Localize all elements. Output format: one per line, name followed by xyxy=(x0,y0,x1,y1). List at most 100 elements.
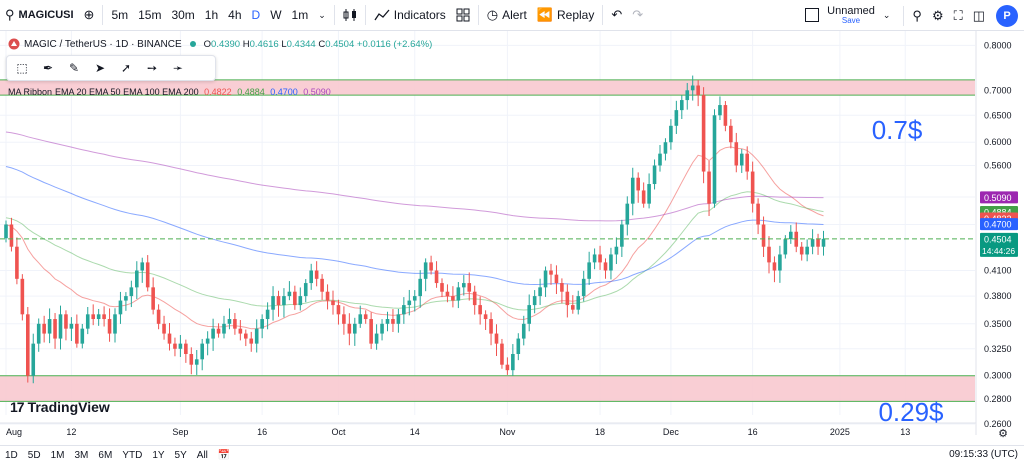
time-axis-tick-label: 18 xyxy=(595,427,605,437)
zone-rect xyxy=(0,375,975,402)
candle-body xyxy=(816,239,820,247)
compare-symbol-button[interactable]: ⊕ xyxy=(79,0,100,31)
candle-body xyxy=(9,224,14,247)
candle-body xyxy=(472,291,477,306)
brush-icon[interactable]: ✒ xyxy=(42,61,54,75)
candle-body xyxy=(167,333,172,344)
candle-body xyxy=(233,319,237,329)
clock-time[interactable]: 09:15:33 (UTC) xyxy=(949,449,1018,460)
candle-body xyxy=(641,190,646,204)
time-axis[interactable]: Aug 12 Sep 16 Oct 14 Nov 18 Dec 16 2025 13 xyxy=(0,422,976,437)
ema100-value: 0.4700 xyxy=(270,87,298,97)
candle-body xyxy=(783,239,788,255)
ema-line-100 xyxy=(5,166,824,286)
fullscreen-icon: ⛶ xyxy=(953,7,963,23)
camera-icon: ◫ xyxy=(972,7,985,23)
save-layout-button[interactable]: Unnamed Save ⌄ xyxy=(795,5,900,26)
ray-icon[interactable]: ➙ xyxy=(146,61,158,75)
price-axis-tick-label: 0.2800 xyxy=(984,394,1012,404)
chart-area[interactable]: 0.80000.70000.65000.60000.56000.51000.47… xyxy=(0,31,1024,445)
candle-body xyxy=(91,314,95,320)
interval-1h[interactable]: 1h xyxy=(204,8,219,22)
range-3m[interactable]: 3M xyxy=(74,450,89,461)
range-ytd[interactable]: YTD xyxy=(122,450,143,461)
range-5d[interactable]: 5D xyxy=(27,450,41,461)
layouts-button[interactable] xyxy=(451,0,475,31)
price-axis-tick-label: 0.3800 xyxy=(984,291,1012,301)
candle-body xyxy=(26,314,30,376)
candle-body xyxy=(184,343,188,355)
time-axis-tick-label: 13 xyxy=(900,427,910,437)
candle-body xyxy=(293,291,297,306)
range-1y[interactable]: 1Y xyxy=(152,450,165,461)
redo-button[interactable]: ↷ xyxy=(627,0,648,31)
annotation-bottom: 0.29$ xyxy=(878,397,944,427)
candle-body xyxy=(723,105,728,126)
interval-d[interactable]: D xyxy=(251,8,261,22)
snapshot-button[interactable]: ◫ xyxy=(968,0,990,31)
candle-body xyxy=(576,296,581,310)
interval-w[interactable]: W xyxy=(270,8,282,22)
candle-body xyxy=(135,270,139,288)
indicators-button[interactable]: Indicators xyxy=(369,0,451,31)
fullscreen-button[interactable]: ⛶ xyxy=(949,0,968,31)
interval-15m[interactable]: 15m xyxy=(138,8,162,22)
symbol-title[interactable]: MAGIC / TetherUS · 1D · BINANCE xyxy=(24,38,182,50)
alarm-clock-icon: ◷ xyxy=(486,7,499,22)
ribbon-params: EMA 20 EMA 50 EMA 100 EMA 200 xyxy=(55,87,199,97)
replay-button[interactable]: ⏪ Replay xyxy=(532,0,600,31)
candle-body xyxy=(587,262,591,279)
select-rectangle-icon[interactable]: ⬚ xyxy=(16,61,28,75)
trend-line-icon[interactable]: ➚ xyxy=(120,61,132,75)
cursor-icon[interactable]: ➤ xyxy=(94,61,106,75)
settings-button[interactable]: ⚙ xyxy=(927,0,949,31)
range-5y[interactable]: 5Y xyxy=(174,450,187,461)
candle-body xyxy=(222,323,226,334)
interval-30m[interactable]: 30m xyxy=(171,8,195,22)
interval-5m[interactable]: 5m xyxy=(111,8,129,22)
quick-search-button[interactable]: ⚲ xyxy=(907,0,927,31)
high-label: H xyxy=(242,38,250,50)
highlighter-icon[interactable]: ✎ xyxy=(68,61,80,75)
ema50-value: 0.4884 xyxy=(237,87,265,97)
ema-line-200 xyxy=(5,131,824,222)
candle-body xyxy=(663,142,668,154)
range-6m[interactable]: 6M xyxy=(98,450,113,461)
annotation-top: 0.7$ xyxy=(872,115,923,145)
avatar[interactable]: P xyxy=(996,4,1018,27)
indicators-label: Indicators xyxy=(393,8,446,22)
chart-type-button[interactable] xyxy=(338,0,362,31)
candle-body xyxy=(565,291,570,306)
interval-dropdown[interactable]: ⌄ xyxy=(313,0,331,31)
candle-body xyxy=(532,296,537,306)
candle-body xyxy=(331,300,335,306)
price-tag-bg xyxy=(980,218,1018,231)
go-to-date-button[interactable]: 📅 xyxy=(213,450,235,461)
range-all[interactable]: All xyxy=(196,450,208,461)
interval-1m[interactable]: 1m xyxy=(291,8,309,22)
line-icon[interactable]: ➛ xyxy=(172,61,184,75)
calendar-icon: 📅 xyxy=(217,450,231,461)
undo-button[interactable]: ↶ xyxy=(606,0,627,31)
tradingview-logo[interactable]: 17 TradingView xyxy=(10,399,110,415)
candle-body xyxy=(445,291,450,297)
axis-settings-icon[interactable]: ⚙ xyxy=(998,428,1008,440)
redo-icon: ↷ xyxy=(632,7,644,22)
symbol-search[interactable]: ⚲ MAGICUSI xyxy=(0,0,79,31)
range-1m[interactable]: 1M xyxy=(50,450,65,461)
candle-body xyxy=(249,338,254,344)
candle-body xyxy=(767,246,771,263)
candle-body xyxy=(511,354,515,371)
interval-4h[interactable]: 4h xyxy=(228,8,242,22)
candle-body xyxy=(325,291,330,301)
high-value: 0.4616 xyxy=(249,38,279,50)
candle-body xyxy=(363,314,368,320)
candle-body xyxy=(309,270,313,284)
ma-ribbon-legend[interactable]: MA Ribbon EMA 20 EMA 50 EMA 100 EMA 200 0… xyxy=(8,87,334,97)
gear-icon: ⚙ xyxy=(931,7,944,23)
price-axis-tick-label: 0.3500 xyxy=(984,319,1012,329)
open-label: O xyxy=(203,38,212,50)
candle-body xyxy=(805,246,809,255)
range-1d[interactable]: 1D xyxy=(5,450,18,461)
alert-button[interactable]: ◷ Alert xyxy=(482,0,532,31)
